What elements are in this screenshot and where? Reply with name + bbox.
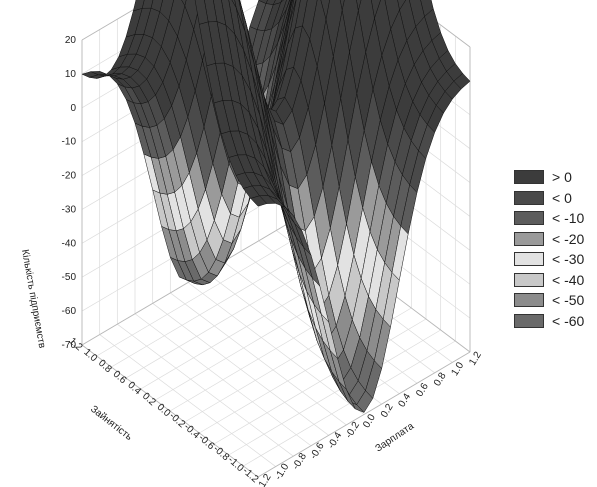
surface-facet bbox=[132, 0, 145, 12]
legend-item: < -20 bbox=[514, 229, 594, 250]
y-axis-label: Зайнятість bbox=[88, 404, 134, 443]
floor-gridline bbox=[213, 318, 427, 445]
legend-swatch bbox=[514, 252, 544, 267]
legend-swatch bbox=[514, 170, 544, 185]
surface-facet bbox=[339, 0, 345, 11]
legend-item: < -30 bbox=[514, 249, 594, 270]
legend-item: < -60 bbox=[514, 311, 594, 332]
legend-swatch bbox=[514, 293, 544, 308]
x-tick-label: -0.4 bbox=[326, 430, 345, 451]
x-tick-label: -1.0 bbox=[273, 461, 292, 482]
legend-label: < -40 bbox=[552, 271, 585, 288]
y-tick-label: 1.0 bbox=[81, 347, 99, 365]
legend-label: < -50 bbox=[552, 292, 585, 309]
legend-swatch bbox=[514, 231, 544, 246]
z-tick-label: -20 bbox=[62, 171, 77, 182]
floor-gridline bbox=[111, 241, 324, 368]
legend-label: < -20 bbox=[552, 230, 585, 247]
z-tick-label: 20 bbox=[65, 35, 77, 46]
box-edge bbox=[81, 219, 295, 346]
surface-mesh bbox=[81, 0, 471, 413]
surface-facet bbox=[356, 0, 362, 11]
box-edge bbox=[406, 0, 471, 48]
x-axis-label: Зарплата bbox=[374, 421, 417, 455]
surface-facet bbox=[250, 195, 268, 207]
legend-label: < -60 bbox=[552, 312, 585, 329]
floor-gridline bbox=[243, 340, 456, 467]
z-axis-label: Кількість підприємств bbox=[19, 249, 47, 350]
legend-label: < 0 bbox=[552, 189, 572, 206]
legend-item: < -40 bbox=[514, 270, 594, 291]
legend-item: < -50 bbox=[514, 290, 594, 311]
z-tick-label: -10 bbox=[62, 137, 77, 148]
y-tick-label: 0.2 bbox=[140, 391, 158, 409]
legend-item: < -10 bbox=[514, 208, 594, 229]
surface-facet bbox=[141, 0, 154, 9]
y-tick-label: 0.8 bbox=[96, 358, 114, 376]
surface-facet bbox=[150, 0, 163, 12]
legend-item: > 0 bbox=[514, 167, 594, 188]
box-edge bbox=[81, 0, 151, 41]
x-tick-label: -0.8 bbox=[291, 451, 310, 472]
legend-label: < -10 bbox=[552, 210, 585, 227]
legend-label: < -30 bbox=[552, 251, 585, 268]
y-tick-label: 0.4 bbox=[125, 380, 143, 398]
legend-swatch bbox=[514, 313, 544, 328]
floor-gridline bbox=[96, 230, 309, 357]
z-tick-label: -40 bbox=[62, 238, 77, 249]
z-tick-label: 0 bbox=[70, 103, 76, 114]
legend-swatch bbox=[514, 190, 544, 205]
legend-swatch bbox=[514, 211, 544, 226]
box-edge bbox=[81, 344, 259, 478]
legend: > 0 < 0 < -10 < -20 < -30 < -40 < -50 < -60 bbox=[514, 167, 594, 331]
legend-item: < 0 bbox=[514, 188, 594, 209]
z-tick-label: -70 bbox=[62, 340, 77, 351]
box-edge bbox=[257, 351, 471, 478]
z-tick-label: -30 bbox=[62, 204, 77, 215]
z-tick-label: -50 bbox=[62, 272, 77, 283]
x-tick-label: -0.2 bbox=[344, 420, 363, 441]
legend-swatch bbox=[514, 272, 544, 287]
z-tick-label: -60 bbox=[62, 306, 77, 317]
x-tick-label: -0.6 bbox=[308, 441, 327, 462]
surface-facet bbox=[181, 0, 187, 7]
y-tick-label: 0.6 bbox=[111, 369, 129, 387]
legend-label: > 0 bbox=[552, 169, 572, 186]
z-tick-label: 10 bbox=[65, 69, 77, 80]
floor-gridline bbox=[228, 329, 441, 456]
